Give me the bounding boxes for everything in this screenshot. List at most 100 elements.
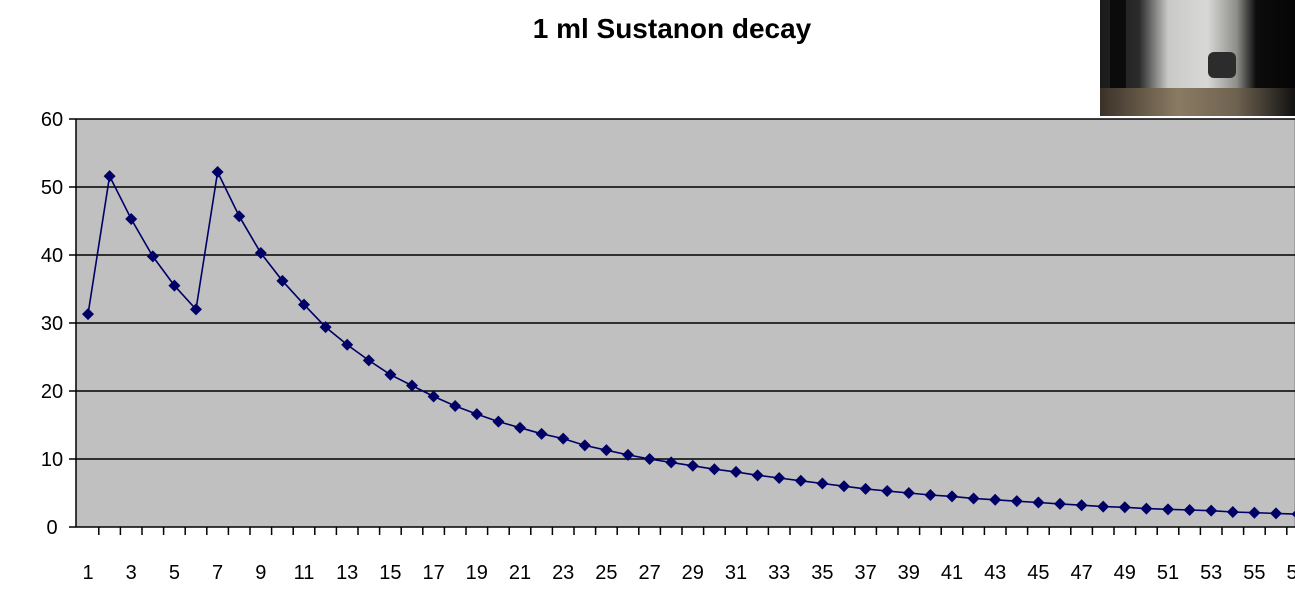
data-point xyxy=(1183,504,1196,516)
x-tick-label: 5 xyxy=(169,562,180,584)
data-point xyxy=(1248,506,1261,519)
data-point xyxy=(1270,507,1282,520)
webcam-frame-shape xyxy=(1110,0,1126,116)
x-axis-ticks: 1 3 5 7 9 11 13 15 17 19 21 23 25 27 29 31 33 35 37 39 41 43 4… xyxy=(82,527,1295,584)
data-point xyxy=(406,379,418,392)
x-tick-label: 55 xyxy=(1243,562,1265,584)
data-point xyxy=(1075,499,1088,512)
x-tick-label: 19 xyxy=(466,562,488,584)
data-point xyxy=(362,354,375,367)
data-point xyxy=(427,390,440,403)
x-tick-label: 45 xyxy=(1027,562,1049,584)
data-point xyxy=(103,170,116,183)
x-tick-label: 51 xyxy=(1157,562,1179,584)
data-point xyxy=(967,492,980,505)
data-point xyxy=(665,456,678,469)
x-tick-label: 57 xyxy=(1286,562,1295,584)
data-point xyxy=(492,415,505,428)
webcam-dumbbell-shape xyxy=(1208,52,1236,78)
x-tick-label: 41 xyxy=(941,562,963,584)
data-point xyxy=(1097,500,1110,513)
data-point xyxy=(751,469,764,482)
x-tick-label: 1 xyxy=(82,562,93,584)
data-point xyxy=(902,487,915,499)
data-point xyxy=(946,490,958,503)
data-point xyxy=(470,408,483,421)
data-point xyxy=(298,298,310,311)
x-tick-label: 35 xyxy=(811,562,833,584)
chart-title: 1 ml Sustanon decay xyxy=(533,13,812,44)
data-point xyxy=(924,489,937,502)
series-markers xyxy=(82,166,1295,520)
y-tick-label: 30 xyxy=(41,313,63,335)
x-tick-label: 53 xyxy=(1200,562,1222,584)
data-point xyxy=(578,439,591,452)
data-point xyxy=(276,274,289,287)
x-tick-label: 27 xyxy=(638,562,660,584)
data-point xyxy=(1205,504,1218,517)
y-axis-ticks: 0 10 20 30 40 50 60 xyxy=(41,109,76,539)
y-tick-label: 0 xyxy=(46,517,57,539)
x-tick-label: 31 xyxy=(725,562,747,584)
x-tick-label: 15 xyxy=(379,562,401,584)
gridlines xyxy=(76,118,1295,460)
data-point xyxy=(384,368,397,381)
data-point xyxy=(449,399,462,412)
data-point xyxy=(1054,497,1066,510)
data-point xyxy=(211,166,224,179)
data-point xyxy=(1032,496,1045,509)
data-point xyxy=(1291,510,1295,518)
data-point xyxy=(773,472,786,485)
x-tick-label: 29 xyxy=(682,562,704,584)
data-point xyxy=(125,212,138,225)
webcam-floor-shape xyxy=(1100,88,1295,116)
data-point xyxy=(82,308,94,321)
webcam-overlay xyxy=(1100,0,1295,116)
data-point xyxy=(1010,495,1023,508)
x-tick-label: 23 xyxy=(552,562,574,584)
data-point xyxy=(535,427,548,440)
y-tick-label: 50 xyxy=(41,177,63,199)
data-point xyxy=(838,480,850,493)
x-tick-label: 33 xyxy=(768,562,790,584)
data-point xyxy=(816,477,829,490)
data-point xyxy=(600,444,613,457)
y-tick-label: 10 xyxy=(41,449,63,471)
x-tick-label: 13 xyxy=(336,562,358,584)
data-point xyxy=(146,250,159,263)
data-point xyxy=(254,246,267,259)
data-point xyxy=(794,474,807,487)
data-point xyxy=(514,421,526,434)
x-tick-label: 47 xyxy=(1070,562,1092,584)
data-point xyxy=(1140,502,1153,515)
x-tick-label: 39 xyxy=(898,562,920,584)
y-tick-label: 20 xyxy=(41,381,63,403)
x-tick-label: 43 xyxy=(984,562,1006,584)
data-point xyxy=(190,303,202,316)
data-point xyxy=(233,210,246,223)
data-point xyxy=(730,465,742,478)
x-tick-label: 9 xyxy=(255,562,266,584)
x-tick-label: 7 xyxy=(212,562,223,584)
data-point xyxy=(686,459,699,472)
data-point xyxy=(622,448,634,461)
y-tick-label: 60 xyxy=(41,109,63,131)
data-point xyxy=(708,463,721,476)
x-tick-label: 17 xyxy=(422,562,444,584)
data-point xyxy=(1226,506,1239,519)
data-point xyxy=(1162,503,1174,516)
x-tick-label: 3 xyxy=(126,562,137,584)
data-point xyxy=(168,279,181,292)
data-point xyxy=(319,321,332,334)
data-point xyxy=(989,493,1002,506)
x-tick-label: 25 xyxy=(595,562,617,584)
x-tick-label: 49 xyxy=(1114,562,1136,584)
data-point xyxy=(643,453,656,465)
data-point xyxy=(1118,501,1131,514)
x-tick-label: 37 xyxy=(854,562,876,584)
data-point xyxy=(859,482,872,495)
data-point xyxy=(881,484,894,497)
x-tick-label: 21 xyxy=(509,562,531,584)
data-point xyxy=(557,432,570,445)
